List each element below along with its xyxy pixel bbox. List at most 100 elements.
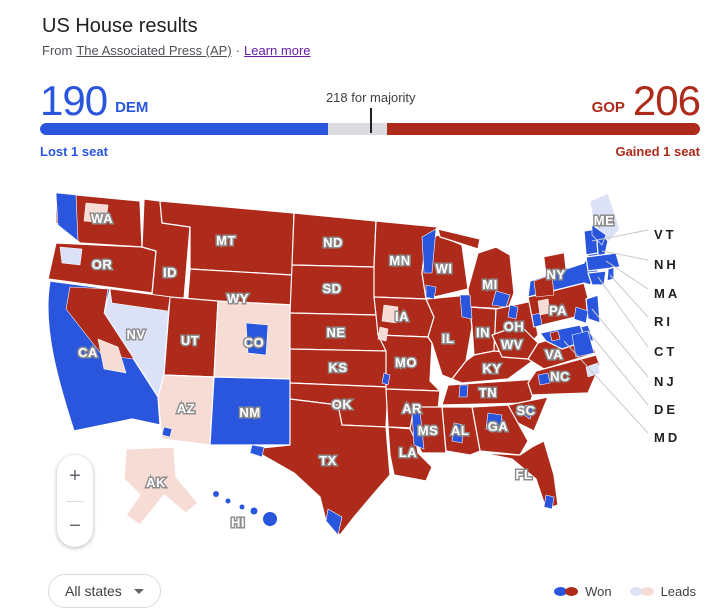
state-filter-value: All states (65, 583, 122, 599)
callout-line-VT (591, 229, 649, 242)
district-patch (543, 252, 567, 274)
state-FL[interactable] (481, 440, 559, 510)
state-filter-dropdown[interactable]: All states (48, 574, 161, 608)
district-patch (411, 410, 425, 450)
state-label-SD: SD (322, 281, 341, 296)
learn-more-link[interactable]: Learn more (244, 43, 311, 58)
legend-won-label: Won (585, 583, 612, 599)
gop-leads-swatch (640, 586, 654, 596)
state-label-IN: IN (476, 325, 490, 340)
district-patch (249, 444, 265, 458)
district-patch (533, 274, 555, 298)
state-label-TN: TN (479, 385, 497, 400)
state-label-HI: HI (231, 515, 245, 530)
state-CT[interactable] (587, 270, 607, 286)
state-label-NC: NC (550, 369, 570, 384)
map-legend: Won Leads (554, 584, 696, 599)
state-label-ID: ID (163, 265, 177, 280)
district-patch (59, 246, 83, 266)
dem-seat-change: Lost 1 seat (40, 144, 108, 159)
state-label-OK: OK (332, 397, 353, 412)
district-patch (491, 290, 511, 308)
state-label-LA: LA (399, 445, 417, 460)
leads-swatches (629, 586, 654, 596)
state-AZ[interactable] (157, 374, 215, 446)
district-patch (585, 362, 601, 378)
district-patch (458, 384, 469, 398)
callout-label-DE: DE (654, 402, 678, 417)
zoom-in-button[interactable]: + (69, 465, 81, 487)
page-title: US House results (42, 15, 198, 37)
callout-line-MD (563, 340, 649, 434)
bottom-bar: All states Won Leads (48, 573, 700, 609)
callout-label-MD: MD (654, 430, 680, 445)
state-label-AZ: AZ (177, 401, 195, 416)
state-label-ND: ND (323, 235, 343, 250)
district-patch (55, 192, 79, 242)
callout-line-MA (605, 260, 649, 290)
state-label-GA: GA (488, 419, 509, 434)
gop-party-label: GOP (591, 99, 625, 116)
state-label-PA: PA (549, 303, 567, 318)
map-zoom-control: + − (57, 455, 93, 547)
seat-change-row: Lost 1 seat Gained 1 seat (40, 144, 700, 159)
state-label-MS: MS (418, 423, 439, 438)
district-patch (523, 404, 535, 420)
zoom-out-button[interactable]: − (69, 515, 81, 537)
callout-line-NJ (591, 308, 649, 378)
state-MI[interactable] (437, 228, 515, 310)
state-AK[interactable] (123, 446, 199, 526)
district-patch (65, 286, 135, 360)
district-patch (109, 288, 171, 312)
seat-totals-row: 190 DEM GOP 206 (40, 78, 701, 122)
state-label-TX: TX (319, 453, 337, 468)
district-patch (381, 372, 391, 386)
source-prefix: From (42, 43, 73, 58)
gop-bar-fill (387, 123, 700, 135)
district-patch (537, 372, 551, 386)
majority-threshold-label: 218 for majority (325, 90, 416, 105)
state-label-IL: IL (442, 331, 455, 346)
state-label-MT: MT (216, 233, 236, 248)
district-patch (245, 322, 269, 356)
district-patch (485, 412, 503, 432)
district-patch (425, 284, 437, 300)
state-label-NM: NM (239, 405, 260, 420)
state-HI[interactable] (213, 491, 277, 526)
state-label-CA: CA (78, 345, 98, 360)
state-NC[interactable] (527, 354, 601, 396)
us-house-map[interactable]: VT NH MA RI CT NJ DE MD WA OR ID MT WY N… (40, 177, 700, 569)
state-label-WV: WV (501, 337, 523, 352)
state-label-SC: SC (516, 403, 535, 418)
state-MA[interactable] (585, 252, 621, 272)
state-label-UT: UT (181, 333, 199, 348)
callout-line-CT (597, 276, 649, 348)
state-label-KY: KY (482, 361, 501, 376)
state-label-AL: AL (451, 423, 469, 438)
district-patch (537, 298, 551, 316)
state-label-NE: NE (326, 325, 345, 340)
district-patch (543, 494, 555, 510)
state-label-OR: OR (92, 257, 113, 272)
district-patch (451, 422, 465, 444)
dem-total: 190 DEM (40, 80, 156, 122)
state-label-MI: MI (482, 277, 497, 292)
separator: · (235, 43, 241, 58)
dem-won-swatch (554, 586, 568, 596)
state-NJ[interactable] (585, 294, 601, 324)
gop-won-swatch (565, 586, 579, 596)
district-patch (83, 202, 109, 224)
state-label-KS: KS (328, 360, 347, 375)
ap-source-link[interactable]: The Associated Press (AP) (76, 43, 232, 58)
state-label-OH: OH (504, 319, 525, 334)
state-label-NY: NY (546, 267, 565, 282)
callout-line-NH (601, 250, 649, 261)
state-label-ME: ME (594, 213, 615, 228)
district-patch (97, 338, 127, 374)
majority-tick-marker (369, 108, 372, 133)
district-patch (591, 224, 607, 246)
gop-total: GOP 206 (584, 80, 701, 122)
district-patch (381, 304, 399, 324)
state-label-MO: MO (395, 355, 417, 370)
